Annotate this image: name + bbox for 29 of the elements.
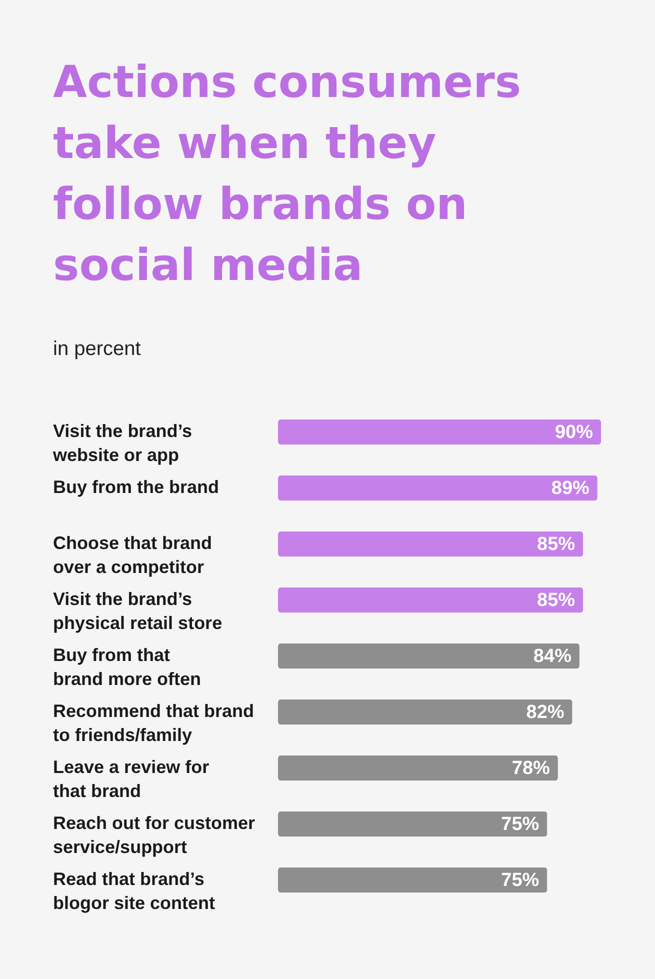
y-tick-label: Recommend that brand to friends/family — [53, 701, 254, 745]
data-label: 84% — [533, 646, 572, 667]
bar — [278, 643, 580, 669]
chart-title: Actions consumers take when they follow brands on social media — [53, 57, 522, 291]
y-tick-label: Leave a review for that brand — [53, 757, 210, 801]
data-label: 85% — [537, 590, 576, 611]
bar — [278, 699, 572, 725]
y-tick-label: Visit the brand’s website or app — [52, 421, 192, 465]
data-label: 90% — [554, 422, 594, 443]
y-tick-label: Buy from that brand more often — [53, 645, 202, 689]
y-tick-label: Choose that brand over a competitor — [53, 533, 212, 577]
y-tick-label: Visit the brand’s physical retail store — [53, 589, 222, 633]
data-label: 85% — [537, 534, 576, 555]
y-tick-label: Buy from the brand — [53, 477, 220, 497]
bar — [278, 867, 548, 893]
bar — [278, 475, 598, 501]
y-tick-label: Read that brand’s blogor site content — [53, 869, 216, 913]
data-label: 82% — [526, 702, 564, 723]
bar — [278, 419, 601, 445]
bar — [278, 755, 558, 781]
data-label: 78% — [512, 758, 550, 779]
data-label: 75% — [501, 814, 540, 835]
bar — [278, 531, 584, 557]
y-tick-label: Reach out for customer service/support — [53, 813, 256, 857]
data-label: 75% — [501, 870, 540, 891]
bar — [278, 587, 584, 613]
bar — [278, 811, 548, 837]
data-label: 89% — [551, 478, 590, 499]
text: in percent — [53, 338, 142, 360]
